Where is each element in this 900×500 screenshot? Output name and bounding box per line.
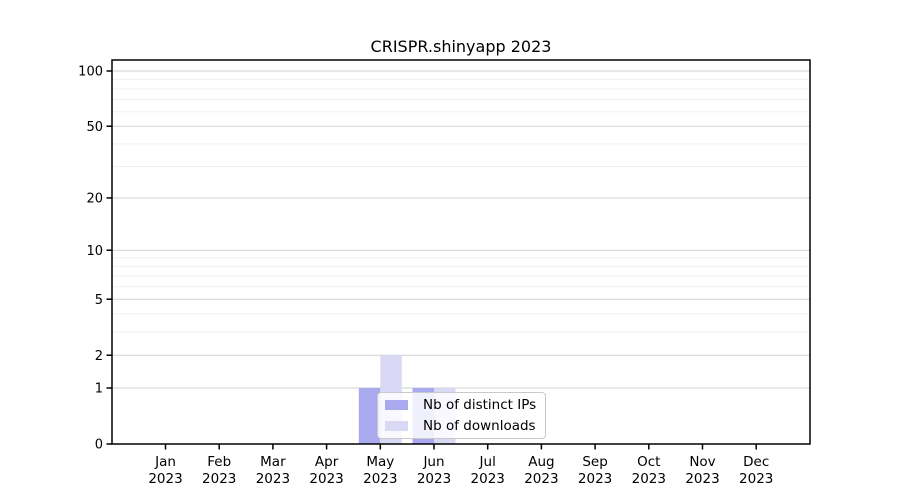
legend-item-distinct-ips: Nb of distinct IPs — [385, 397, 537, 413]
y-tick-label: 100 — [78, 65, 103, 80]
x-tick-label-year: 2023 — [256, 471, 290, 487]
x-tick-label-year: 2023 — [685, 471, 719, 487]
x-tick-label-year: 2023 — [202, 471, 236, 487]
y-tick-label: 10 — [86, 244, 103, 259]
x-tick-label-year: 2023 — [417, 471, 451, 487]
y-tick-label: 50 — [86, 120, 103, 135]
bar-distinct-ips-may — [358, 387, 381, 444]
y-tick-label: 20 — [86, 192, 103, 207]
x-tick-label-month: Jul — [479, 454, 496, 470]
plot-frame — [111, 59, 811, 445]
y-tick-label: 0 — [95, 438, 103, 453]
x-tick-label-year: 2023 — [578, 471, 612, 487]
x-tick-label-month: Oct — [637, 454, 660, 470]
x-tick-label-year: 2023 — [148, 471, 182, 487]
x-tick-label-month: Mar — [260, 454, 286, 470]
legend: Nb of distinct IPs Nb of downloads — [377, 392, 546, 439]
legend-label-distinct-ips: Nb of distinct IPs — [423, 397, 537, 413]
legend-swatch-downloads — [385, 421, 408, 431]
legend-swatch-distinct-ips — [385, 400, 408, 410]
y-tick-label: 2 — [95, 349, 103, 364]
x-tick-label-month: Aug — [528, 454, 554, 470]
x-tick-label-month: Apr — [315, 454, 339, 470]
y-tick-label: 1 — [95, 382, 103, 397]
x-tick-label-year: 2023 — [471, 471, 505, 487]
x-tick-label-year: 2023 — [632, 471, 666, 487]
x-tick-label-month: Feb — [207, 454, 231, 470]
x-tick-label-year: 2023 — [524, 471, 558, 487]
x-tick-label-year: 2023 — [309, 471, 343, 487]
x-tick-label-year: 2023 — [739, 471, 773, 487]
legend-label-downloads: Nb of downloads — [423, 418, 536, 434]
x-tick-label-month: Dec — [743, 454, 769, 470]
x-tick-label-month: Sep — [582, 454, 607, 470]
x-tick-label-year: 2023 — [363, 471, 397, 487]
chart-title: CRISPR.shinyapp 2023 — [370, 37, 552, 56]
legend-item-downloads: Nb of downloads — [385, 418, 537, 434]
x-tick-label-month: May — [366, 454, 394, 470]
x-tick-label-month: Nov — [689, 454, 715, 470]
x-tick-label-month: Jun — [422, 454, 444, 470]
y-tick-label: 5 — [95, 293, 103, 308]
x-tick-label-month: Jan — [154, 454, 176, 470]
